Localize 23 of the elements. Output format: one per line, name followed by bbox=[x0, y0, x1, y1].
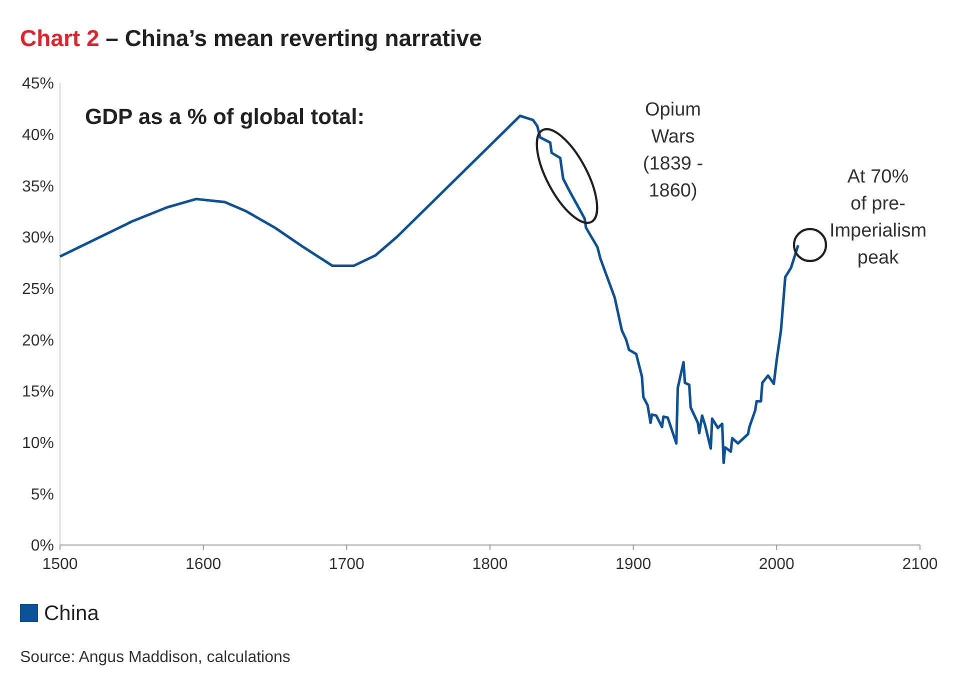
y-tick-label: 15% bbox=[22, 384, 54, 401]
y-tick-label: 35% bbox=[22, 178, 54, 196]
x-tick-label: 1900 bbox=[616, 556, 652, 573]
x-tick-label: 1800 bbox=[472, 556, 508, 573]
x-tick-label: 1700 bbox=[328, 556, 365, 573]
source-note: Source: Angus Maddison, calculations bbox=[20, 649, 290, 666]
text: GDP as a % of global total: bbox=[85, 104, 365, 129]
x-tick-label: 2000 bbox=[758, 556, 795, 573]
y-tick-label: 40% bbox=[22, 126, 54, 144]
y-tick-label: 0% bbox=[30, 538, 54, 555]
chart-title: Chart 2 – China’s mean reverting narrative bbox=[20, 25, 482, 51]
annotation: Opium Wars (1839 - 1860) bbox=[642, 100, 704, 202]
x-tick-label: 1600 bbox=[186, 556, 222, 573]
y-tick-label: 5% bbox=[30, 486, 54, 504]
y-tick-label: 20% bbox=[22, 332, 54, 350]
annotation: At 70% of pre-Imperialism peak bbox=[829, 166, 927, 268]
y-tick-label: 25% bbox=[22, 280, 54, 298]
x-tick-label: 1500 bbox=[42, 556, 78, 573]
y-tick-label: 10% bbox=[22, 434, 54, 452]
y-tick-label: 45% bbox=[22, 76, 54, 93]
y-tick-label: 30% bbox=[22, 230, 54, 247]
legend-label: China bbox=[44, 602, 100, 625]
x-tick-label: 2100 bbox=[902, 556, 938, 573]
